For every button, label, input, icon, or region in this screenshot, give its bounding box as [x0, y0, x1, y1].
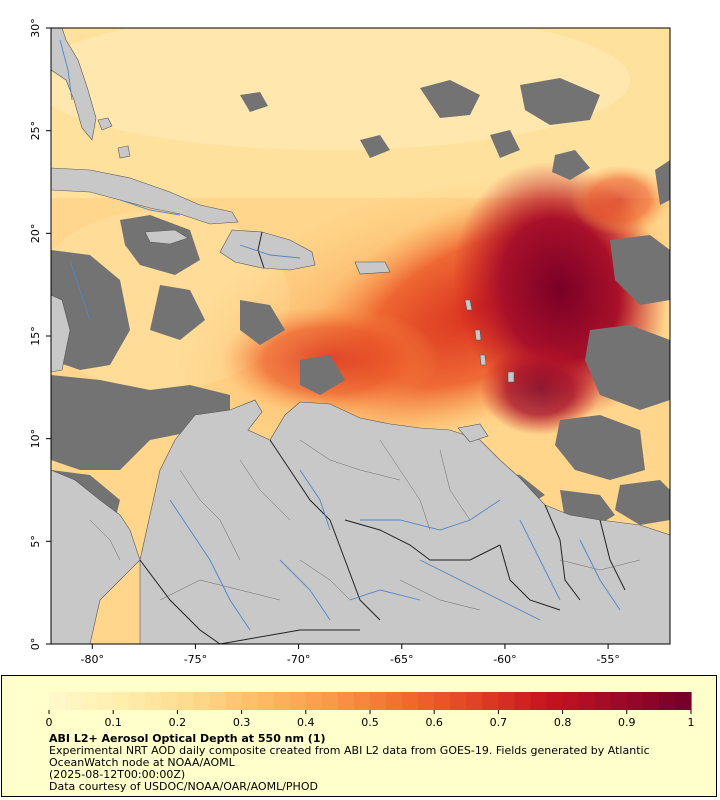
colorbar-segment: [434, 692, 451, 710]
colorbar-segment: [353, 692, 371, 710]
colorbar-segment: [466, 692, 483, 710]
legend-panel: 0 0.1 0.2 0.3 0.4 0.5 0.6 0.7 0.8 0.9 1 ABI L2+ Ae…: [1, 675, 717, 797]
map-title: ABI L2+ Aerosol Optical Depth at 550 nm …: [49, 732, 326, 745]
colorbar-segment: [257, 692, 275, 710]
colorbar-segment: [65, 692, 82, 710]
lon-tick-label: -60°: [493, 653, 516, 666]
colorbar-segment: [305, 692, 323, 710]
lesser-antilles: [464, 299, 515, 383]
colorbar-segment: [81, 692, 98, 710]
colorbar-segment: [610, 692, 628, 710]
lat-tick-label: 5°: [29, 535, 42, 548]
land-masses: [51, 28, 670, 644]
colorbar-tick-label: 1: [688, 716, 695, 729]
lat-tick-label: 15°: [29, 326, 42, 346]
colorbar-segment: [193, 692, 211, 710]
colorbar-segment: [530, 692, 548, 710]
rivers: [59, 39, 621, 631]
florida: [51, 28, 97, 141]
south-america: [139, 399, 670, 644]
colorbar-segment: [209, 692, 227, 710]
country-borders: [139, 231, 626, 644]
caption-description-cont: OceanWatch node at NOAA/AOML: [49, 756, 235, 769]
colorbar-segment: [145, 692, 162, 710]
colorbar-segment: [546, 692, 564, 710]
lat-tick-label: 30°: [29, 18, 42, 38]
colorbar-segment: [418, 692, 435, 710]
colorbar-segment: [289, 692, 307, 710]
lon-tick-label: -80°: [81, 653, 104, 666]
colorbar-segment: [113, 692, 130, 710]
admin-borders: [89, 439, 641, 611]
lon-tick-label: -75°: [184, 653, 207, 666]
colorbar-tick-label: 0.3: [233, 716, 251, 729]
colorbar-tick-label: 0.6: [425, 716, 443, 729]
lon-tick-label: -55°: [596, 653, 619, 666]
cuba: [51, 167, 239, 225]
lat-tick-label: 0°: [29, 638, 42, 651]
caption-credit: Data courtesy of USDOC/NOAA/OAR/AOML/PHO…: [49, 780, 318, 793]
jamaica: [144, 229, 189, 245]
colorbar-segments: [49, 692, 692, 710]
colorbar-segment: [514, 692, 532, 710]
colorbar-tick-label: 0.1: [104, 716, 122, 729]
colorbar-segment: [674, 692, 692, 710]
colorbar-segment: [450, 692, 467, 710]
hispaniola: [219, 229, 316, 271]
colorbar-segment: [386, 692, 403, 710]
colorbar-segment: [626, 692, 644, 710]
colorbar-tick-label: 0.4: [297, 716, 315, 729]
latitude-axis: 0° 5° 10° 15° 20° 25° 30°: [29, 18, 51, 650]
colorbar-tick-label: 0.2: [169, 716, 187, 729]
colorbar-segment: [337, 692, 355, 710]
lon-tick-label: -65°: [390, 653, 413, 666]
longitude-axis: -80° -75° -70° -65° -60° -55°: [81, 644, 620, 666]
colorbar: 0 0.1 0.2 0.3 0.4 0.5 0.6 0.7 0.8 0.9 1: [46, 692, 695, 729]
yucatan-belize: [51, 294, 71, 373]
colorbar-segment: [225, 692, 243, 710]
colorbar-tick-label: 0.7: [490, 716, 508, 729]
colorbar-segment: [177, 692, 195, 710]
colorbar-segment: [129, 692, 146, 710]
colorbar-segment: [578, 692, 596, 710]
lat-tick-label: 10°: [29, 429, 42, 449]
colorbar-segment: [642, 692, 660, 710]
colorbar-segment: [321, 692, 339, 710]
colorbar-segment: [562, 692, 580, 710]
bahamas: [97, 117, 131, 159]
colorbar-tick-label: 0.8: [554, 716, 572, 729]
caption-description: Experimental NRT AOD daily composite cre…: [49, 744, 650, 757]
trinidad: [457, 423, 489, 443]
colorbar-tick-label: 0.9: [618, 716, 636, 729]
lat-tick-label: 20°: [29, 224, 42, 244]
colorbar-segment: [658, 692, 676, 710]
lon-tick-label: -70°: [287, 653, 310, 666]
colorbar-segment: [402, 692, 419, 710]
colorbar-segment: [370, 692, 387, 710]
colorbar-segment: [498, 692, 516, 710]
colorbar-segment: [273, 692, 291, 710]
lat-tick-label: 25°: [29, 121, 42, 141]
colorbar-tick-label: 0: [46, 716, 53, 729]
colorbar-segment: [97, 692, 114, 710]
aod-map: -80° -75° -70° -65° -60° -55° 0° 5° 10° 15° 20° 25…: [29, 18, 671, 666]
colorbar-segment: [482, 692, 499, 710]
caption-date: (2025-08-12T00:00:00Z): [49, 768, 186, 781]
colorbar-segment: [594, 692, 612, 710]
colorbar-tick-label: 0.5: [361, 716, 379, 729]
puerto-rico: [354, 261, 391, 275]
no-data-areas: [51, 78, 670, 555]
colorbar-segment: [241, 692, 259, 710]
colorbar-ticks: 0 0.1 0.2 0.3 0.4 0.5 0.6 0.7 0.8 0.9 1: [46, 710, 695, 729]
colorbar-segment: [49, 692, 66, 710]
colorbar-segment: [161, 692, 178, 710]
